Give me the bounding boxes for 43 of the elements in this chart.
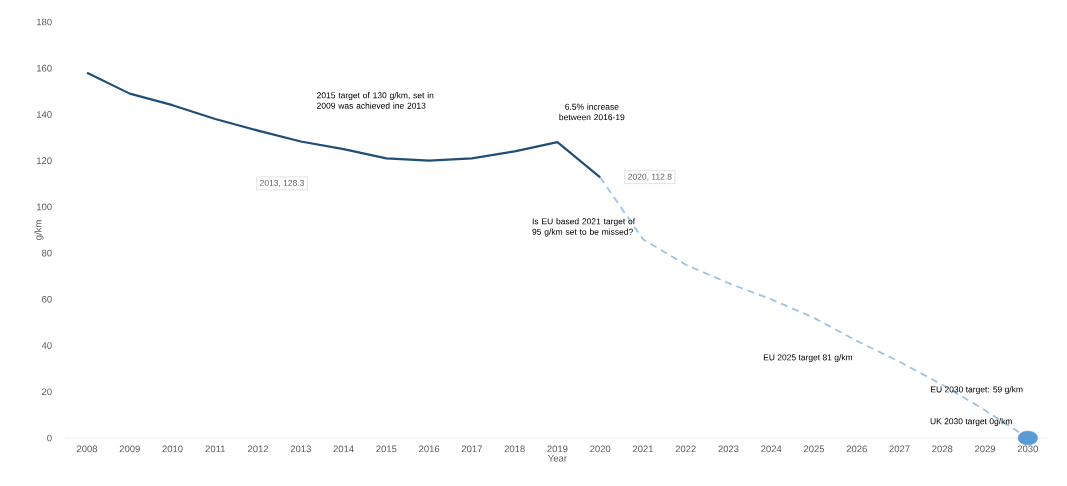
annotation: EU 2025 target 81 g/km [763,354,853,363]
annotation: 2020, 112.8 [628,173,672,181]
x-tick-label: 2011 [205,445,225,453]
x-tick-label: 2029 [975,445,996,453]
x-tick-label: 2010 [162,445,183,453]
y-tick-label: 20 [42,388,52,396]
y-axis-title: g/km [34,220,44,240]
y-tick-label: 120 [37,157,52,164]
x-tick-label: 2019 [547,445,568,453]
x-tick-label: 2030 [1017,445,1038,453]
x-tick-label: 2026 [846,445,867,453]
y-tick-label: 160 [37,64,52,72]
x-axis-title: Year [548,455,567,462]
annotation: EU 2030 target: 59 g/km [931,386,1023,395]
x-tick-label: 2028 [932,445,953,453]
y-tick-label: 180 [37,18,52,26]
x-tick-label: 2024 [761,445,782,453]
x-tick-label: 2014 [333,445,354,453]
x-tick-label: 2012 [248,445,269,453]
annotation: 2015 target of 130 g/km, set in 2009 was achieved ine 2013 [317,92,434,109]
annotation: 2013, 128.3 [260,179,304,187]
x-tick-label: 2020 [590,445,611,453]
y-tick-label: 60 [42,295,52,303]
y-tick-label: 100 [37,203,52,211]
annotation: 6.5% increase between 2016-19 [559,103,625,121]
y-tick-label: 40 [41,342,52,349]
x-tick-label: 2025 [803,445,825,453]
x-tick-label: 2013 [290,445,311,453]
x-tick-label: 2018 [504,445,525,453]
x-tick-label: 2017 [461,445,482,453]
y-tick-label: 80 [41,249,52,257]
x-tick-label: 2015 [376,445,397,453]
annotation: Is EU based 2021 target of 95 g/km set to be missed? [532,218,636,237]
annotation: UK 2030 target 0g/km [930,418,1012,426]
x-tick-label: 2023 [718,445,739,453]
x-tick-label: 2008 [76,445,98,453]
x-tick-label: 2027 [889,445,910,453]
y-tick-label: 0 [47,434,52,442]
y-tick-label: 140 [37,111,52,118]
x-tick-label: 2021 [632,445,653,453]
x-tick-label: 2016 [419,445,440,453]
x-tick-label: 2009 [119,445,140,453]
x-tick-label: 2022 [675,445,696,453]
